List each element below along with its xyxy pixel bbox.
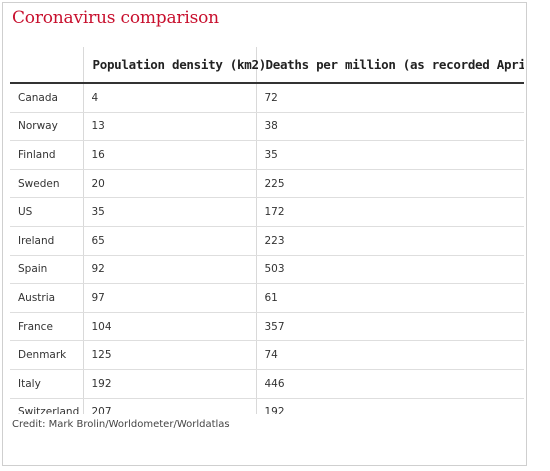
- table-row: Denmark 125 74: [10, 340, 524, 370]
- credit-line: Credit: Mark Brolin/Worldometer/Worldatl…: [12, 419, 230, 430]
- cell-population-density: 104: [82, 312, 256, 342]
- table-row: Spain 92 503: [10, 255, 524, 285]
- cell-population-density: 35: [82, 197, 256, 227]
- cell-country: US: [10, 197, 83, 227]
- cell-deaths-per-million: 35: [255, 140, 524, 170]
- cell-deaths-per-million: 72: [255, 83, 524, 113]
- cell-country: Switzerland: [10, 398, 83, 414]
- cell-population-density: 65: [82, 226, 256, 256]
- cell-population-density: 4: [82, 83, 256, 113]
- table-row: Italy 192 446: [10, 369, 524, 399]
- cell-population-density: 192: [82, 369, 256, 399]
- table-row: Ireland 65 223: [10, 226, 524, 256]
- cell-country: Canada: [10, 83, 83, 113]
- cell-country: Italy: [10, 369, 83, 399]
- table-scroll-area[interactable]: Population density (km2) Deaths per mill…: [10, 47, 524, 414]
- cell-population-density: 97: [82, 283, 256, 313]
- cell-deaths-per-million: 192: [255, 398, 524, 414]
- table-row: Sweden 20 225: [10, 169, 524, 199]
- cell-population-density: 20: [82, 169, 256, 199]
- chart-title: Coronavirus comparison: [12, 8, 219, 28]
- header-deaths-per-million: Deaths per million (as recorded April 28…: [255, 47, 524, 84]
- header-population-density: Population density (km2): [82, 47, 266, 84]
- table-row: Norway 13 38: [10, 112, 524, 142]
- header-country: [10, 47, 83, 84]
- chart-frame: [2, 2, 527, 466]
- cell-deaths-per-million: 61: [255, 283, 524, 313]
- cell-deaths-per-million: 503: [255, 255, 524, 285]
- table-row: Canada 4 72: [10, 83, 524, 113]
- cell-deaths-per-million: 446: [255, 369, 524, 399]
- table-row: France 104 357: [10, 312, 524, 342]
- cell-population-density: 207: [82, 398, 256, 414]
- cell-deaths-per-million: 357: [255, 312, 524, 342]
- cell-country: Sweden: [10, 169, 83, 199]
- cell-country: France: [10, 312, 83, 342]
- cell-deaths-per-million: 38: [255, 112, 524, 142]
- cell-country: Spain: [10, 255, 83, 285]
- cell-deaths-per-million: 74: [255, 340, 524, 370]
- cell-country: Austria: [10, 283, 83, 313]
- table-row: Austria 97 61: [10, 283, 524, 313]
- cell-population-density: 16: [82, 140, 256, 170]
- cell-deaths-per-million: 223: [255, 226, 524, 256]
- cell-deaths-per-million: 225: [255, 169, 524, 199]
- table-row: US 35 172: [10, 197, 524, 227]
- cell-country: Norway: [10, 112, 83, 142]
- table-row: Switzerland 207 192: [10, 398, 524, 414]
- comparison-table: Population density (km2) Deaths per mill…: [10, 47, 524, 414]
- cell-country: Ireland: [10, 226, 83, 256]
- cell-deaths-per-million: 172: [255, 197, 524, 227]
- table-body: Canada 4 72 Norway 13 38 Finland 16 35 Sweden 20 22…: [10, 83, 524, 414]
- table-row: Finland 16 35: [10, 140, 524, 170]
- cell-country: Denmark: [10, 340, 83, 370]
- cell-population-density: 92: [82, 255, 256, 285]
- cell-population-density: 125: [82, 340, 256, 370]
- cell-country: Finland: [10, 140, 83, 170]
- header-row: Population density (km2) Deaths per mill…: [10, 47, 524, 84]
- cell-population-density: 13: [82, 112, 256, 142]
